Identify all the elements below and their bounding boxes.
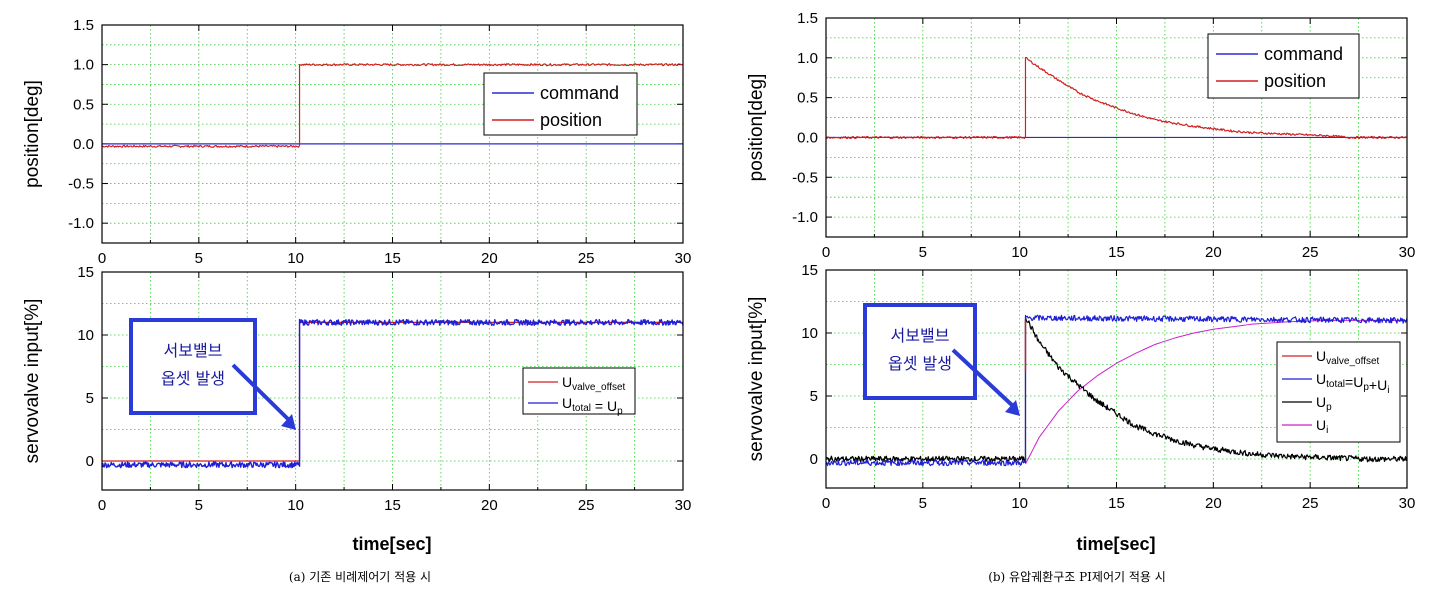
b-top-xtick-label: 5 [919, 244, 927, 261]
a-annotation-arrowhead [281, 414, 296, 430]
b-bot-legend-label: Ui [1316, 417, 1328, 436]
b-top-plot: 0 5 10 15 20 25 30 1.5 1.0 0.5 0.0 -0.5 -1.0 position… [746, 10, 1415, 261]
b-top-xtick-label: 25 [1302, 244, 1319, 261]
a-bot-xtick-label: 20 [481, 497, 498, 514]
a-top-ytick-label: 1.0 [73, 57, 94, 74]
a-top-frame [101, 24, 684, 244]
b-bot-xtick-label: 5 [919, 495, 927, 512]
b-bot-ylabel: servovalve input[%] [746, 297, 767, 462]
b-top-xtick-label: 15 [1108, 244, 1125, 261]
b-bot-legend-label: Uvalve_offset [1316, 348, 1380, 367]
b-top-xtick-label: 10 [1011, 244, 1028, 261]
a-bot-ytick-label: 10 [77, 327, 94, 344]
a-top-xtick-label: 10 [287, 250, 304, 267]
b-bot-xtick-label: 20 [1205, 495, 1222, 512]
b-top-xtick-label: 30 [1399, 244, 1416, 261]
a-bot-series-u-total [101, 318, 684, 469]
b-top-ytick-label: 0.5 [797, 90, 818, 107]
a-top-ytick-label: 1.5 [73, 17, 94, 34]
b-top-series-position [825, 56, 1408, 140]
a-bot-xtick-label: 10 [287, 497, 304, 514]
a-top-xtick-label: 0 [98, 250, 106, 267]
b-top-ytick-label: -0.5 [792, 169, 818, 186]
b-top-xtick-label: 0 [822, 244, 830, 261]
a-bot-xtick-label: 5 [195, 497, 203, 514]
b-bot-xtick-label: 10 [1011, 495, 1028, 512]
b-annotation-arrowhead [1005, 400, 1020, 416]
b-top-ytick-label: 1.5 [797, 10, 818, 27]
b-bot-ytick-label: 0 [810, 451, 818, 468]
b-top-legend-label: command [1264, 44, 1343, 64]
b-bot-series-u-total [825, 314, 1408, 467]
a-xlabel: time[sec] [352, 534, 431, 554]
a-top-xtick-label: 20 [481, 250, 498, 267]
b-top-legend [1207, 33, 1360, 99]
b-caption: (b) 유압궤환구조 PI제어기 적용 시 [988, 570, 1166, 584]
b-bot-legend-label: Up [1316, 394, 1332, 413]
b-top-ylabel: position[deg] [746, 74, 767, 182]
a-top-ytick-label: -0.5 [68, 176, 94, 193]
a-bot-ytick-label: 15 [77, 264, 94, 281]
a-top-ytick-label: -1.0 [68, 215, 94, 232]
a-annotation-text: 옵셋 발생 [161, 369, 225, 388]
b-bot-series-u-p [825, 317, 1408, 463]
a-top-legend-label: command [540, 83, 619, 103]
a-annotation-arrow [231, 363, 292, 423]
a-bot-frame [101, 271, 684, 491]
a-top-ytick-label: 0.0 [73, 136, 94, 153]
a-bot-legend [522, 367, 636, 415]
b-bot-plot: 0 5 10 15 20 25 30 15 10 5 0 servovalve input[%] Uva… [746, 262, 1415, 512]
b-xlabel: time[sec] [1076, 534, 1155, 554]
a-bot-ytick-label: 5 [86, 390, 94, 407]
a-caption: (a) 기존 비례제어기 적용 시 [289, 570, 431, 584]
b-top-legend-label: position [1264, 71, 1326, 91]
b-annotation-text: 서보밸브 [891, 326, 950, 345]
a-top-xtick-label: 15 [384, 250, 401, 267]
a-bot-plot: 0 5 10 15 20 25 30 15 10 5 0 servovalve input[%] Uva… [22, 264, 691, 514]
a-bot-xtick-label: 15 [384, 497, 401, 514]
b-top-ytick-label: -1.0 [792, 209, 818, 226]
a-top-xtick-label: 30 [675, 250, 692, 267]
b-top-ytick-label: 0.0 [797, 129, 818, 146]
b-annotation-arrow [951, 348, 1016, 409]
b-annotation-box [863, 303, 977, 400]
a-top-legend-label: position [540, 110, 602, 130]
b-bot-xtick-label: 30 [1399, 495, 1416, 512]
b-top-frame [825, 17, 1408, 238]
b-top-ytick-label: 1.0 [797, 50, 818, 67]
a-bot-xtick-label: 0 [98, 497, 106, 514]
b-bot-xtick-label: 25 [1302, 495, 1319, 512]
b-bot-legend-label: Utotal=Up+Ui [1316, 371, 1389, 396]
a-bot-xtick-label: 25 [578, 497, 595, 514]
b-bot-frame [825, 269, 1408, 489]
a-bot-legend-label: Utotal = Up [562, 395, 623, 417]
a-top-plot: 0 5 10 15 20 25 30 1.5 1.0 0.5 0.0 -0.5 -1.0 position… [22, 17, 691, 267]
b-annotation-text: 옵셋 발생 [888, 354, 952, 373]
a-top-series-position [101, 63, 684, 148]
a-bot-xtick-label: 30 [675, 497, 692, 514]
b-bot-ytick-label: 10 [801, 325, 818, 342]
a-bot-ylabel: servovalve input[%] [22, 299, 43, 464]
b-bot-ytick-label: 15 [801, 262, 818, 279]
b-top-xtick-label: 20 [1205, 244, 1222, 261]
b-bot-xtick-label: 0 [822, 495, 830, 512]
a-top-ytick-label: 0.5 [73, 96, 94, 113]
a-bot-ytick-label: 0 [86, 453, 94, 470]
a-annotation-text: 서보밸브 [164, 341, 223, 360]
a-top-xtick-label: 25 [578, 250, 595, 267]
a-bot-legend-label: Uvalve_offset [562, 374, 626, 393]
a-top-legend [483, 72, 638, 136]
b-bot-ytick-label: 5 [810, 388, 818, 405]
a-top-xtick-label: 5 [195, 250, 203, 267]
a-top-ylabel: position[deg] [22, 80, 43, 188]
b-bot-xtick-label: 15 [1108, 495, 1125, 512]
